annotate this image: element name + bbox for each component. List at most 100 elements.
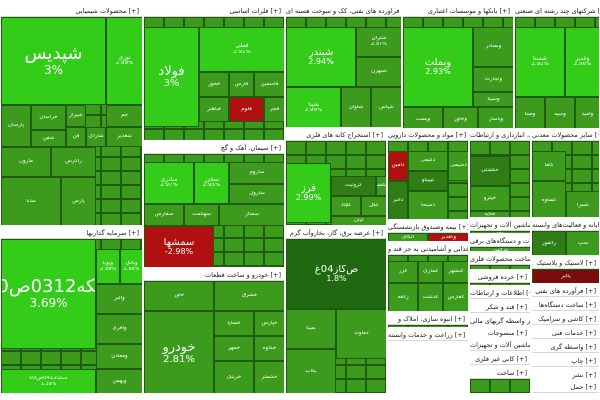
minor-tile[interactable] <box>101 185 121 199</box>
minor-tile[interactable] <box>224 252 244 266</box>
sector-title[interactable]: مواد و محصولات دارویی [+] <box>388 129 468 141</box>
stock-tile[interactable]: خمهر <box>214 336 254 361</box>
stock-tile[interactable]: شغدیر <box>106 127 142 147</box>
stock-tile[interactable]: وسینا <box>473 92 513 107</box>
stock-tile[interactable]: دامین <box>388 151 408 181</box>
stock-tile[interactable]: سخزر 2.95% <box>194 162 229 204</box>
minor-tile[interactable] <box>510 197 530 211</box>
minor-tile[interactable] <box>510 211 530 217</box>
sector-title[interactable]: شرکتهای چند رشته ای صنعتی [+] <box>515 5 599 17</box>
minor-tile[interactable] <box>224 238 244 252</box>
sector-title[interactable]: واسطه گری [+] <box>532 341 599 353</box>
minor-tile[interactable] <box>184 129 204 140</box>
sector-title[interactable]: لاستیک و پلاستیک [+] <box>532 257 599 269</box>
stock-tile[interactable]: تیپیکو <box>408 171 448 191</box>
stock-tile[interactable]: وسپه <box>545 97 575 131</box>
minor-tile[interactable] <box>326 155 346 169</box>
stock-tile[interactable]: دسبحا <box>408 191 448 219</box>
stock-tile[interactable]: خشرق <box>214 281 284 311</box>
minor-tile[interactable] <box>101 171 121 185</box>
minor-tile[interactable] <box>470 265 490 269</box>
minor-tile[interactable] <box>490 141 510 155</box>
minor-tile[interactable] <box>510 155 530 169</box>
minor-tile[interactable] <box>388 325 408 327</box>
stock-tile[interactable]: اتکای <box>388 233 428 241</box>
minor-tile[interactable] <box>448 183 468 197</box>
minor-tile[interactable] <box>244 238 264 252</box>
stock-tile[interactable]: غفارس <box>443 283 468 311</box>
minor-tile[interactable] <box>572 169 592 183</box>
minor-tile[interactable] <box>510 169 530 183</box>
stock-tile[interactable]: وآفری <box>96 314 142 344</box>
stock-tile[interactable]: شبندر 2.94% <box>286 27 356 87</box>
minor-tile[interactable] <box>428 325 448 327</box>
sector-title[interactable]: بیمه وصندوق بازنشستگی [+] <box>388 221 468 233</box>
minor-tile[interactable] <box>141 199 142 213</box>
minor-tile[interactable] <box>470 283 490 285</box>
stock-tile[interactable]: ساذری 2.97% <box>144 162 194 204</box>
minor-tile[interactable] <box>224 129 244 140</box>
minor-tile[interactable] <box>141 213 142 225</box>
sector-title[interactable]: حمل ونقل، انبارداری و ارتباطات [+] <box>470 129 530 141</box>
minor-tile[interactable] <box>592 169 599 183</box>
stock-tile[interactable]: وبانک 2.98% <box>120 249 142 284</box>
stock-tile[interactable]: کگل <box>361 196 386 216</box>
stock-tile[interactable]: شبهرن <box>356 57 401 87</box>
stock-tile[interactable]: بمپنا <box>286 309 336 349</box>
stock-tile[interactable]: سکه0312ص103.69% <box>1 239 96 349</box>
sector-title[interactable]: سرمایه گذاریها [+] <box>1 227 142 239</box>
minor-tile[interactable] <box>164 129 184 140</box>
stock-tile[interactable]: بترانس <box>470 247 530 251</box>
stock-tile[interactable]: فارس <box>229 72 254 97</box>
stock-tile[interactable]: کروثیت <box>331 176 376 196</box>
minor-tile[interactable] <box>264 129 284 140</box>
minor-tile[interactable] <box>366 365 386 379</box>
minor-tile[interactable] <box>264 252 284 266</box>
minor-tile[interactable] <box>264 224 284 238</box>
minor-tile[interactable] <box>286 141 306 155</box>
sector-title[interactable]: فرآورده های نفتی [+] <box>532 285 599 297</box>
stock-tile[interactable]: شاراک <box>86 127 106 147</box>
sector-title[interactable]: فلزات اساسی [+] <box>144 5 284 17</box>
stock-tile[interactable]: تکسا <box>376 176 386 196</box>
stock-tile[interactable]: دالبر <box>388 181 408 219</box>
minor-tile[interactable] <box>61 351 81 365</box>
minor-tile[interactable] <box>366 141 386 155</box>
minor-tile[interactable] <box>490 283 510 285</box>
minor-tile[interactable] <box>490 379 510 393</box>
minor-tile[interactable] <box>1 351 21 365</box>
minor-tile[interactable] <box>448 325 468 327</box>
stock-tile[interactable]: شیراز <box>66 105 86 127</box>
sector-title[interactable]: ساخت محصولات فلزی [+] <box>470 253 530 265</box>
stock-tile[interactable]: فجر <box>264 97 284 122</box>
stock-tile[interactable]: غدشت <box>418 283 443 311</box>
sector-title[interactable]: حمل [+] <box>532 381 599 393</box>
minor-tile[interactable] <box>572 141 592 155</box>
stock-tile[interactable]: وصنا <box>515 97 545 131</box>
stock-tile[interactable]: خگستر <box>254 361 284 393</box>
sector-title[interactable]: سیمان، آهک و گچ [+] <box>144 142 284 154</box>
stock-tile[interactable]: فرز 2.99% <box>286 163 331 223</box>
stock-tile[interactable]: سمتاز <box>219 204 284 226</box>
stock-tile[interactable]: وپاسار <box>478 107 513 131</box>
stock-tile[interactable]: غبشهر <box>443 261 468 283</box>
minor-tile[interactable] <box>264 238 284 252</box>
stock-tile[interactable]: فخوز <box>199 72 229 97</box>
stock-tile[interactable]: خراسان <box>31 105 66 130</box>
sector-title[interactable]: انبوه سازی، املاک و [+] <box>388 313 468 325</box>
minor-tile[interactable] <box>346 379 366 393</box>
sector-title[interactable]: زراعت و خدمات وابسته [+] <box>388 329 468 341</box>
minor-tile[interactable] <box>144 129 164 140</box>
stock-tile[interactable]: خرینگ <box>214 361 254 393</box>
sector-title[interactable]: منسوجات [+] <box>470 327 530 337</box>
sector-title[interactable]: رایانه و فعالیت‌های وابسته [+] <box>532 219 599 231</box>
stock-tile[interactable]: ص‌گاز04غ 1.8% <box>286 239 386 309</box>
sector-title[interactable]: عرضه برق، گاز، بخاروآب گرم [+] <box>286 227 386 239</box>
stock-tile[interactable]: سارول <box>229 184 284 204</box>
minor-tile[interactable] <box>490 265 510 269</box>
stock-tile[interactable]: شستا 2.92% <box>515 27 565 97</box>
stock-tile[interactable]: سپ <box>566 231 599 255</box>
minor-tile[interactable] <box>121 185 141 199</box>
stock-tile[interactable]: خکاوه <box>254 336 284 361</box>
stock-tile[interactable]: شپنا 2.99% <box>286 87 341 127</box>
